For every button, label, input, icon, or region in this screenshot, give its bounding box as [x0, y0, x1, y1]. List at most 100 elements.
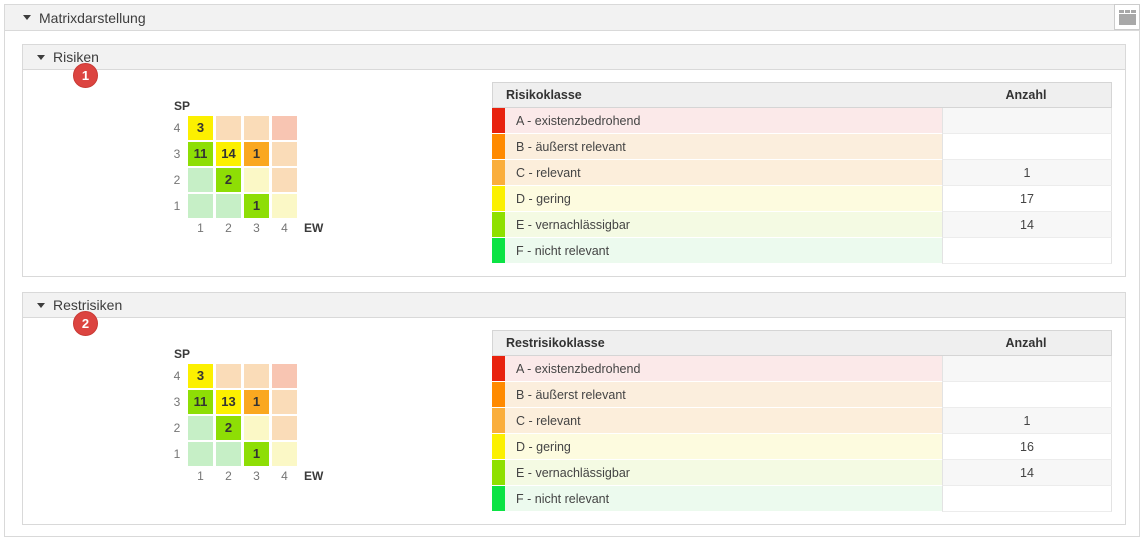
matrix-cell — [216, 442, 241, 466]
class-color-indicator — [492, 160, 505, 186]
class-count: 1 — [942, 160, 1112, 186]
class-count — [942, 134, 1112, 160]
class-label: A - existenzbedrohend — [505, 108, 942, 134]
class-column-header: Restrisikoklasse — [506, 336, 605, 350]
class-count — [942, 486, 1112, 512]
table-row: D - gering 16 — [492, 434, 1112, 460]
class-color-indicator — [492, 486, 505, 512]
section-title: Risiken — [53, 49, 99, 65]
section-restrisiken-header[interactable]: Restrisiken — [22, 292, 1126, 318]
class-count — [942, 382, 1112, 408]
matrix-cell — [244, 364, 269, 388]
section-risiken-body: 1 SP 4 3 3 11 14 1 2 — [22, 63, 1126, 277]
class-count: 16 — [942, 434, 1112, 460]
matrix-cell: 11 — [188, 142, 213, 166]
collapse-caret-icon — [37, 302, 45, 308]
class-label: D - gering — [505, 186, 942, 212]
matrix-cell: 1 — [244, 390, 269, 414]
table-row: C - relevant 1 — [492, 408, 1112, 434]
matrix-cell — [188, 416, 213, 440]
x-tick: 3 — [253, 221, 260, 235]
y-tick: 4 — [173, 121, 181, 135]
annotation-badge-1: 1 — [73, 63, 98, 88]
section-risiken-header[interactable]: Risiken — [22, 44, 1126, 70]
matrix-cell: 2 — [216, 416, 241, 440]
class-color-indicator — [492, 134, 505, 160]
class-color-indicator — [492, 356, 505, 382]
matrix-cell: 14 — [216, 142, 241, 166]
collapse-caret-icon — [23, 15, 31, 20]
class-color-indicator — [492, 212, 505, 238]
class-label: D - gering — [505, 434, 942, 460]
y-tick: 1 — [173, 447, 181, 461]
x-axis-label: EW — [304, 469, 324, 483]
class-label: B - äußerst relevant — [505, 134, 942, 160]
matrix-cell — [244, 116, 269, 140]
class-count — [942, 108, 1112, 134]
matrix-cell — [188, 194, 213, 218]
matrix-cell — [272, 364, 297, 388]
y-axis-label: SP — [174, 347, 191, 361]
class-label: E - vernachlässigbar — [505, 212, 942, 238]
residual-risk-matrix: SP 4 3 3 11 13 1 2 2 — [170, 347, 324, 483]
panel-title: Matrixdarstellung — [39, 9, 146, 26]
table-row: B - äußerst relevant — [492, 134, 1112, 160]
matrix-cell: 11 — [188, 390, 213, 414]
collapse-caret-icon — [37, 54, 45, 60]
matrix-cell — [216, 364, 241, 388]
count-column-header: Anzahl — [1005, 88, 1047, 102]
section-risiken: Risiken 1 SP 4 3 3 11 14 1 — [22, 44, 1126, 277]
class-label: F - nicht relevant — [505, 486, 942, 512]
matrix-panel-header[interactable]: Matrixdarstellung — [5, 4, 1140, 31]
matrix-cell: 1 — [244, 194, 269, 218]
matrix-cell: 1 — [244, 442, 269, 466]
y-tick: 2 — [173, 173, 181, 187]
y-tick: 1 — [173, 199, 181, 213]
class-color-indicator — [492, 434, 505, 460]
matrix-cell — [272, 116, 297, 140]
y-tick: 2 — [173, 421, 181, 435]
class-column-header: Risikoklasse — [506, 88, 582, 102]
table-row: A - existenzbedrohend — [492, 356, 1112, 382]
y-tick: 4 — [173, 369, 181, 383]
y-tick: 3 — [173, 395, 181, 409]
x-axis-label: EW — [304, 221, 324, 235]
table-row: F - nicht relevant — [492, 238, 1112, 264]
risk-class-table: Risikoklasse Anzahl A - existenzbedrohen… — [492, 82, 1112, 264]
class-label: F - nicht relevant — [505, 238, 942, 264]
annotation-badge-2: 2 — [73, 311, 98, 336]
table-row: E - vernachlässigbar 14 — [492, 212, 1112, 238]
class-label: A - existenzbedrohend — [505, 356, 942, 382]
matrix-cell: 13 — [216, 390, 241, 414]
class-label: C - relevant — [505, 408, 942, 434]
y-axis-label: SP — [174, 99, 191, 113]
matrix-cell — [244, 416, 269, 440]
class-count — [942, 356, 1112, 382]
class-count: 14 — [942, 212, 1112, 238]
class-color-indicator — [492, 460, 505, 486]
matrix-cell: 3 — [188, 364, 213, 388]
table-row: C - relevant 1 — [492, 160, 1112, 186]
table-view-button[interactable] — [1114, 4, 1140, 30]
class-label: E - vernachlässigbar — [505, 460, 942, 486]
matrix-cell — [244, 168, 269, 192]
matrix-cell — [272, 416, 297, 440]
matrix-cell: 1 — [244, 142, 269, 166]
matrix-cell — [272, 194, 297, 218]
table-header-row: Restrisikoklasse Anzahl — [492, 330, 1112, 356]
x-tick: 1 — [197, 469, 204, 483]
matrix-panel: Matrixdarstellung Risiken 1 SP 4 3 — [4, 4, 1140, 537]
table-icon — [1118, 9, 1136, 25]
matrix-cell: 3 — [188, 116, 213, 140]
class-color-indicator — [492, 382, 505, 408]
count-column-header: Anzahl — [1005, 336, 1047, 350]
x-tick: 4 — [281, 469, 288, 483]
y-tick: 3 — [173, 147, 181, 161]
section-restrisiken-body: 2 SP 4 3 3 11 13 1 2 — [22, 311, 1126, 525]
matrix-cell — [272, 442, 297, 466]
risk-matrix: SP 4 3 3 11 14 1 2 2 — [170, 99, 324, 235]
section-title: Restrisiken — [53, 297, 123, 313]
x-tick: 2 — [225, 221, 232, 235]
x-tick: 2 — [225, 469, 232, 483]
class-color-indicator — [492, 408, 505, 434]
